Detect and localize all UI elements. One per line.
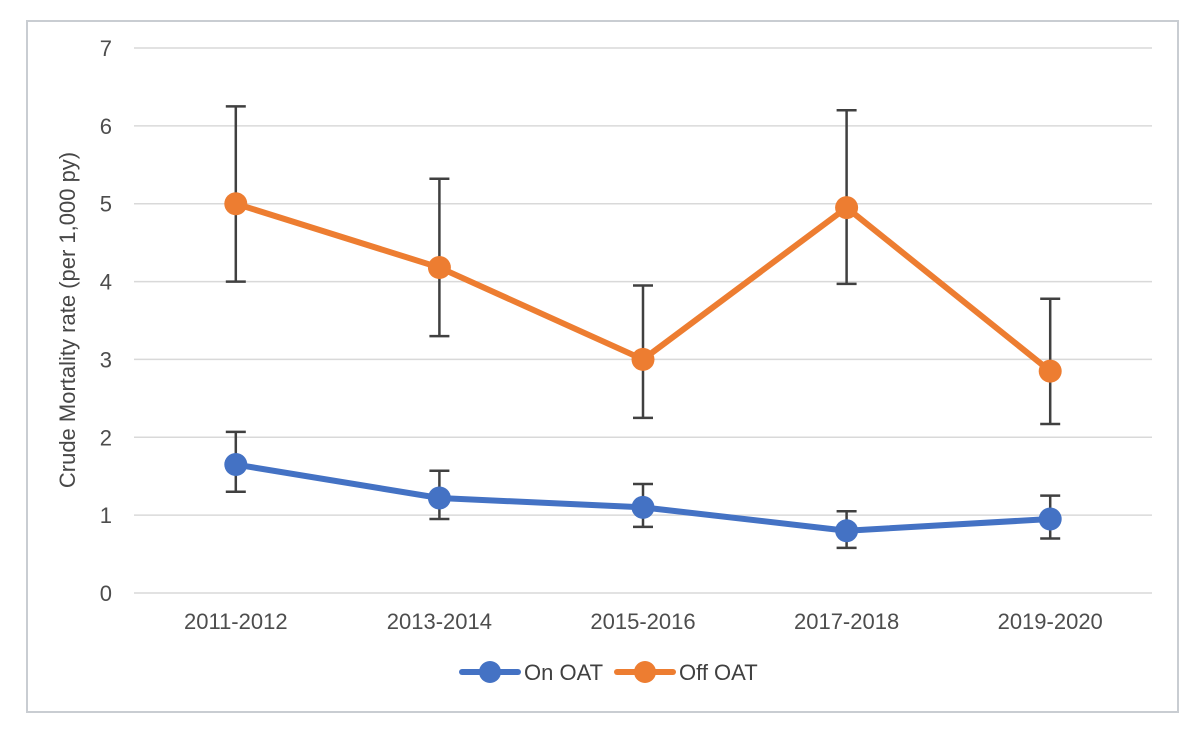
legend-item-off-oat: Off OAT [614,660,758,685]
y-tick-label: 2 [100,425,112,450]
error-bars [225,105,1061,550]
y-tick-label: 0 [100,581,112,606]
legend-item-on-oat: On OAT [459,660,603,685]
y-tick-label: 5 [100,192,112,217]
legend: On OAT Off OAT [459,660,758,685]
y-tick-label: 3 [100,347,112,372]
x-tick-label: 2015-2016 [590,609,695,634]
x-axis-tick-labels: 2011-2012 2013-2014 2015-2016 2017-2018 2019… [184,609,1103,634]
x-tick-label: 2011-2012 [184,609,288,634]
gridlines [134,47,1152,594]
x-tick-label: 2019-2020 [998,609,1103,634]
data-point-markers [224,192,1062,543]
y-tick-label: 6 [100,114,112,139]
y-axis-tick-labels: 0 1 2 3 4 5 6 7 [100,36,112,606]
y-tick-label: 7 [100,36,112,61]
y-tick-label: 1 [100,503,112,528]
x-tick-label: 2013-2014 [387,609,492,634]
legend-dot-marker [479,661,501,683]
y-tick-label: 4 [100,270,112,295]
legend-label-on-oat: On OAT [524,660,603,685]
y-axis-title: Crude Mortality rate (per 1,000 py) [55,152,80,488]
legend-label-off-oat: Off OAT [679,660,758,685]
legend-dot-marker [634,661,656,683]
x-tick-label: 2017-2018 [794,609,899,634]
